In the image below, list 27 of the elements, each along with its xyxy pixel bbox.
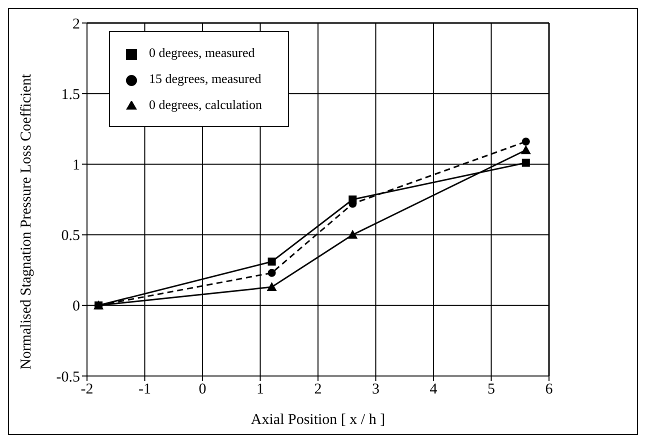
y-axis-title: Normalised Stagnation Pressure Loss Coefficient xyxy=(18,73,34,370)
x-tick-label: 5 xyxy=(488,382,495,398)
y-tick-label: 1.5 xyxy=(61,86,80,103)
y-tick-label: 2 xyxy=(72,16,80,32)
x-tick-label: 2 xyxy=(314,382,322,398)
x-tick-label: 0 xyxy=(198,382,206,398)
legend-label: 0 degrees, calculation xyxy=(149,97,262,112)
x-tick-label: 4 xyxy=(430,382,438,398)
point xyxy=(268,258,276,266)
legend-label: 15 degrees, measured xyxy=(149,71,262,86)
point xyxy=(522,158,530,167)
x-tick-label: 6 xyxy=(545,382,554,398)
y-tick-label: 1 xyxy=(72,158,80,174)
point xyxy=(268,268,276,277)
x-tick-label: 1 xyxy=(256,382,264,398)
x-axis-title: Axial Position [ x / h ] xyxy=(250,412,386,428)
y-tick-label: 0 xyxy=(72,298,80,315)
point xyxy=(266,282,277,292)
point xyxy=(522,138,530,146)
x-tick-label: 3 xyxy=(372,382,380,398)
point xyxy=(348,230,358,239)
y-tick-label: 0.5 xyxy=(61,228,80,244)
y-tick-label: -0.5 xyxy=(56,369,80,386)
legend-label: 0 degrees, measured xyxy=(149,45,255,60)
x-tick-label: -2 xyxy=(80,382,94,398)
point xyxy=(520,145,531,154)
x-tick-label: -1 xyxy=(138,382,151,398)
